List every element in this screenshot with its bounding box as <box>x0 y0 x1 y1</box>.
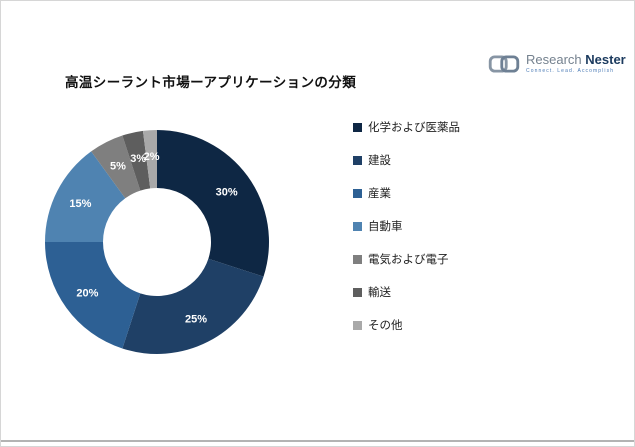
donut-segment-4[interactable] <box>45 151 126 242</box>
slice-label-1: 30% <box>216 187 238 199</box>
legend-label: 建設 <box>368 155 391 167</box>
slice-label-5: 5% <box>110 160 126 172</box>
legend-swatch-icon <box>353 254 362 264</box>
legend-swatch-icon <box>353 122 362 132</box>
donut-segment-7[interactable] <box>142 130 157 189</box>
legend-item-7[interactable]: その他 <box>353 319 460 332</box>
donut-segment-6[interactable] <box>122 130 151 191</box>
donut-segment-3[interactable] <box>45 242 141 349</box>
logo-brandline: Research Nester <box>526 53 626 67</box>
donut-segment-1[interactable] <box>157 130 270 277</box>
logo-tagline: Connect. Lead. Accomplish <box>526 67 615 74</box>
slice-label-7: 2% <box>144 151 160 163</box>
bottom-divider <box>1 440 634 442</box>
chart-legend: 化学および医薬品 建設産業自動車電気および電子 輸送その他 <box>353 121 460 352</box>
legend-swatch-icon <box>353 287 362 297</box>
donut-segment-5[interactable] <box>91 135 141 199</box>
legend-label: その他 <box>368 320 403 332</box>
legend-item-5[interactable]: 電気および電子 <box>353 253 460 266</box>
legend-swatch-icon <box>353 221 362 231</box>
slice-label-6: 3% <box>130 153 146 165</box>
legend-swatch-icon <box>353 188 362 198</box>
donut-segment-2[interactable] <box>122 258 264 355</box>
legend-label: 産業 <box>368 188 391 200</box>
legend-swatch-icon <box>353 320 362 330</box>
logo-text: Research Nester Connect. Lead. Accomplis… <box>526 53 626 74</box>
chart-title: 高温シーラント市場ーアプリケーションの分類 <box>65 75 357 90</box>
legend-swatch-icon <box>353 155 362 165</box>
legend-label: 電気および電子 <box>368 254 449 266</box>
legend-item-4[interactable]: 自動車 <box>353 220 460 233</box>
legend-item-3[interactable]: 産業 <box>353 187 460 200</box>
logo-brand-primary: Research <box>526 52 582 67</box>
slice-label-4: 15% <box>69 198 91 210</box>
chain-link-icon <box>488 55 520 73</box>
legend-item-6[interactable]: 輸送 <box>353 286 460 299</box>
slice-label-3: 20% <box>76 288 98 300</box>
logo-brand-secondary: Nester <box>585 52 626 67</box>
donut-chart: 30% 25% 20% 15% 5% 3%2% <box>45 130 270 355</box>
slice-label-2: 25% <box>185 314 207 326</box>
legend-item-1[interactable]: 化学および医薬品 <box>353 121 460 134</box>
legend-label: 自動車 <box>368 221 403 233</box>
legend-label: 輸送 <box>368 287 391 299</box>
legend-label: 化学および医薬品 <box>368 122 460 134</box>
legend-item-2[interactable]: 建設 <box>353 154 460 167</box>
research-nester-logo: Research Nester Connect. Lead. Accomplis… <box>488 53 626 75</box>
